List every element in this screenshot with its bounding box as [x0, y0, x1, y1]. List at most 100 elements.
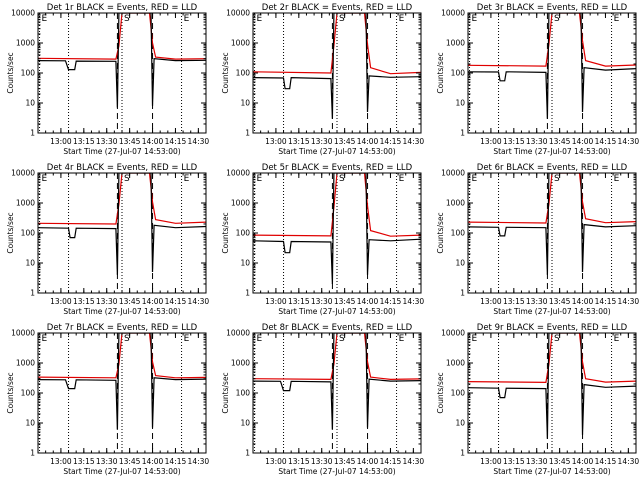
marker-label: S — [124, 174, 130, 184]
y-tick-label: 1 — [460, 129, 465, 138]
events-series-line — [253, 173, 421, 285]
x-tick-label: 13:30 — [311, 137, 333, 146]
y-tick-label: 1000 — [446, 199, 465, 208]
y-tick-label: 10000 — [11, 169, 35, 178]
marker-label: E — [472, 14, 478, 24]
x-tick-label: 14:00 — [572, 137, 594, 146]
x-tick-label: 14:15 — [165, 457, 187, 466]
y-tick-label: 10 — [240, 259, 250, 268]
panel-title: Det 8r BLACK = Events, RED = LLD — [262, 323, 413, 333]
x-tick-label: 13:45 — [549, 297, 571, 306]
lld-series-line — [253, 333, 421, 381]
panel-title: Det 5r BLACK = Events, RED = LLD — [262, 163, 413, 173]
y-tick-label: 100 — [451, 389, 466, 398]
x-tick-label: 14:15 — [165, 297, 187, 306]
x-tick-label: 13:30 — [526, 297, 548, 306]
marker-label: E — [184, 14, 190, 24]
y-tick-label: 100 — [21, 389, 36, 398]
lld-series-line — [468, 173, 636, 224]
y-tick-label: 10000 — [11, 9, 35, 18]
x-tick-label: 13:15 — [73, 137, 95, 146]
x-tick-label: 14:15 — [595, 297, 617, 306]
x-axis-label: Start Time (27-Jul-07 14:53:00) — [278, 147, 395, 156]
x-tick-label: 13:15 — [503, 137, 525, 146]
panel-title: Det 6r BLACK = Events, RED = LLD — [477, 163, 628, 173]
y-tick-label: 100 — [236, 69, 251, 78]
x-tick-label: 13:30 — [96, 297, 118, 306]
panel-title: Det 9r BLACK = Events, RED = LLD — [477, 323, 628, 333]
y-tick-label: 1 — [245, 129, 250, 138]
lld-series-line — [38, 333, 206, 379]
x-tick-label: 14:00 — [142, 137, 164, 146]
x-tick-label: 13:30 — [526, 137, 548, 146]
y-tick-label: 100 — [236, 389, 251, 398]
marker-label: E — [614, 14, 620, 24]
x-tick-label: 13:00 — [265, 137, 287, 146]
x-tick-label: 14:00 — [357, 297, 379, 306]
x-tick-label: 14:00 — [572, 297, 594, 306]
x-tick-label: 13:00 — [480, 457, 502, 466]
x-tick-label: 13:00 — [265, 457, 287, 466]
y-tick-label: 10 — [455, 99, 465, 108]
marker-label: S — [339, 334, 345, 344]
x-tick-label: 14:30 — [403, 137, 425, 146]
x-tick-label: 14:15 — [595, 457, 617, 466]
x-axis-label: Start Time (27-Jul-07 14:53:00) — [63, 147, 180, 156]
marker-label: E — [399, 14, 405, 24]
y-tick-label: 1000 — [446, 39, 465, 48]
x-tick-label: 13:15 — [288, 457, 310, 466]
y-axis-label: Counts/sec — [436, 212, 445, 253]
x-tick-label: 13:15 — [288, 297, 310, 306]
x-tick-label: 14:15 — [380, 297, 402, 306]
x-tick-label: 14:15 — [380, 457, 402, 466]
y-tick-label: 10 — [455, 419, 465, 428]
y-tick-label: 10 — [240, 99, 250, 108]
y-tick-label: 10 — [240, 419, 250, 428]
x-tick-label: 13:45 — [119, 137, 141, 146]
marker-label: E — [184, 334, 190, 344]
y-tick-label: 1000 — [231, 359, 250, 368]
x-tick-label: 13:45 — [334, 297, 356, 306]
y-tick-label: 100 — [21, 69, 36, 78]
x-tick-label: 14:00 — [142, 297, 164, 306]
events-series-line — [253, 333, 421, 430]
y-tick-label: 100 — [451, 229, 466, 238]
x-tick-label: 13:00 — [50, 137, 72, 146]
lld-series-line — [468, 13, 636, 67]
events-series-line — [38, 333, 206, 430]
marker-label: E — [184, 174, 190, 184]
marker-label: S — [554, 334, 560, 344]
y-tick-label: 1 — [245, 449, 250, 458]
y-tick-label: 10000 — [226, 329, 250, 338]
x-tick-label: 13:00 — [265, 297, 287, 306]
x-axis-label: Start Time (27-Jul-07 14:53:00) — [493, 147, 610, 156]
x-axis-label: Start Time (27-Jul-07 14:53:00) — [63, 467, 180, 476]
marker-label: E — [399, 334, 405, 344]
marker-label: E — [257, 334, 263, 344]
y-tick-label: 10000 — [226, 9, 250, 18]
x-tick-label: 13:45 — [549, 457, 571, 466]
y-tick-label: 10 — [25, 419, 35, 428]
marker-label: E — [257, 14, 263, 24]
x-tick-label: 14:30 — [403, 297, 425, 306]
x-tick-label: 13:45 — [549, 137, 571, 146]
x-tick-label: 14:30 — [188, 137, 210, 146]
x-tick-label: 13:15 — [73, 297, 95, 306]
x-tick-label: 13:15 — [503, 297, 525, 306]
events-series-line — [468, 173, 636, 275]
y-axis-label: Counts/sec — [436, 52, 445, 93]
x-axis-label: Start Time (27-Jul-07 14:53:00) — [493, 467, 610, 476]
x-tick-label: 13:45 — [119, 457, 141, 466]
panel-title: Det 1r BLACK = Events, RED = LLD — [47, 3, 198, 13]
y-tick-label: 10 — [25, 99, 35, 108]
panel-title: Det 4r BLACK = Events, RED = LLD — [47, 163, 198, 173]
x-tick-label: 14:30 — [188, 457, 210, 466]
x-tick-label: 13:30 — [96, 137, 118, 146]
